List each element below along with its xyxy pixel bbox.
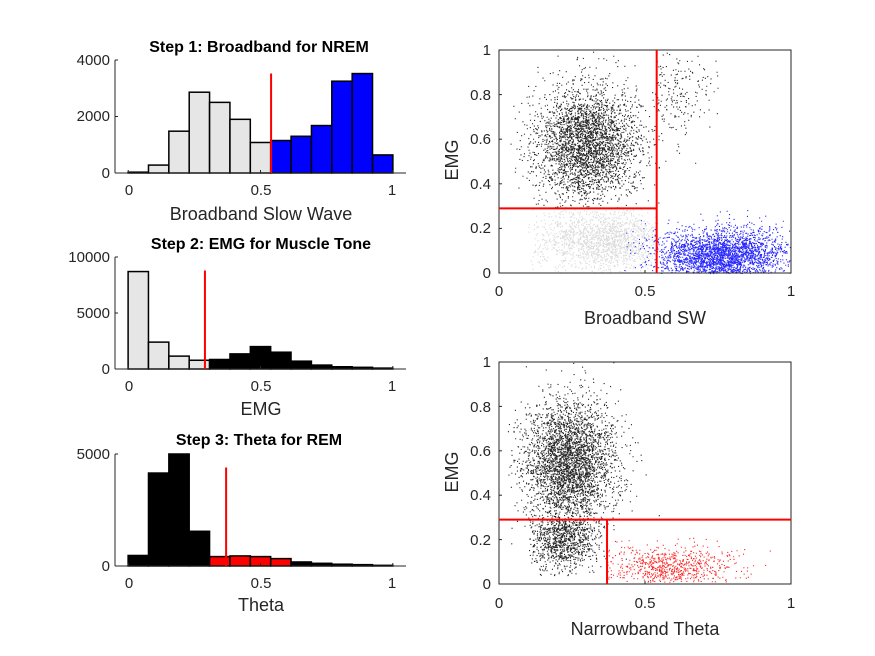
histogram-bar — [290, 135, 313, 174]
x-axis-label: Broadband Slow Wave — [170, 204, 352, 224]
ytick-label: 5000 — [77, 446, 110, 463]
ytick-label: 0.8 — [470, 87, 491, 104]
x-axis-label: Broadband SW — [584, 308, 706, 328]
x-axis-label: EMG — [240, 399, 281, 419]
histogram-bar — [269, 351, 292, 370]
histogram-step3: Step 3: Theta for REM 0 5000 0 0.5 1 The… — [77, 432, 406, 615]
histogram-step2: Step 2: EMG for Muscle Tone 0 5000 10000… — [68, 236, 406, 419]
histogram-bar — [188, 530, 211, 567]
histogram-bar — [290, 360, 313, 370]
xtick-label: 1 — [388, 182, 396, 199]
y-axis-label: EMG — [442, 451, 462, 492]
scatter-points — [607, 537, 771, 583]
histogram-bar — [269, 557, 292, 567]
xtick-label: 0 — [495, 283, 503, 300]
xtick-label: 0 — [125, 378, 133, 395]
histogram-bar — [147, 341, 170, 370]
histogram-bar — [229, 555, 252, 567]
histogram-bar — [127, 270, 150, 370]
histogram-bar — [168, 355, 190, 370]
scatter-points — [507, 362, 660, 562]
scatter-points — [656, 52, 719, 164]
histogram-bar — [188, 91, 211, 174]
chart-title: Step 2: EMG for Muscle Tone — [151, 236, 371, 253]
chart-title: Step 1: Broadband for NREM — [149, 39, 369, 56]
xtick-label: 0.5 — [251, 575, 272, 592]
ytick-label: 0 — [483, 576, 491, 593]
xtick-label: 0.5 — [251, 182, 272, 199]
histogram-bar — [229, 118, 252, 174]
ytick-label: 0.2 — [470, 532, 491, 549]
histogram-bar — [168, 453, 190, 567]
ytick-label: 0 — [483, 265, 491, 282]
histogram-bar — [249, 345, 272, 370]
histogram-bar — [147, 164, 170, 174]
histogram-bar — [331, 80, 353, 174]
ytick-label: 0.6 — [470, 131, 491, 148]
ytick-label: 1 — [483, 354, 491, 371]
histogram-bar — [269, 139, 292, 174]
ytick-label: 0.4 — [470, 487, 491, 504]
x-axis-label: Narrowband Theta — [571, 619, 721, 639]
xtick-label: 0 — [125, 575, 133, 592]
ytick-label: 1 — [483, 42, 491, 59]
histogram-bar — [168, 130, 190, 174]
scatter-points — [529, 519, 609, 577]
y-axis-label: EMG — [442, 139, 462, 180]
scatter-broadband-vs-emg: 0 0.2 0.4 0.6 0.8 1 0 0.5 1 Broadband SW… — [442, 42, 795, 328]
ytick-label: 0.8 — [470, 399, 491, 416]
scatter-points — [510, 51, 673, 210]
histogram-bar — [310, 124, 333, 174]
histogram-bar — [147, 472, 170, 567]
histogram-bar — [310, 364, 333, 370]
xtick-label: 1 — [787, 595, 795, 612]
xtick-label: 0 — [495, 595, 503, 612]
xtick-label: 0.5 — [635, 595, 656, 612]
ytick-label: 5000 — [77, 305, 110, 322]
histogram-bar — [229, 353, 252, 370]
histogram-bar — [188, 359, 211, 370]
xtick-label: 1 — [787, 283, 795, 300]
histogram-bar — [127, 554, 150, 567]
ytick-label: 0 — [102, 165, 110, 182]
xtick-label: 0.5 — [251, 378, 272, 395]
ytick-label: 0 — [102, 558, 110, 575]
ytick-label: 0.6 — [470, 443, 491, 460]
histogram-step1: Step 1: Broadband for NREM 0 2000 4000 0… — [77, 39, 406, 224]
scatter-points — [528, 208, 658, 275]
ytick-label: 4000 — [77, 52, 110, 69]
histogram-bar — [208, 358, 231, 370]
xtick-label: 0 — [125, 182, 133, 199]
ytick-label: 0.4 — [470, 176, 491, 193]
ytick-label: 10000 — [68, 249, 110, 266]
histogram-bar — [208, 101, 231, 174]
xtick-label: 1 — [388, 378, 396, 395]
histogram-bar — [249, 141, 272, 174]
scatter-theta-vs-emg: 0 0.2 0.4 0.6 0.8 1 0 0.5 1 Narrowband T… — [442, 354, 795, 639]
xtick-label: 1 — [388, 575, 396, 592]
histogram-bar — [290, 561, 313, 567]
chart-title: Step 3: Theta for REM — [176, 432, 342, 449]
xtick-label: 0.5 — [635, 283, 656, 300]
scatter-points — [624, 210, 791, 275]
x-axis-label: Theta — [238, 595, 285, 615]
ytick-label: 0 — [102, 361, 110, 378]
histogram-bar — [351, 72, 374, 174]
histogram-bar — [371, 154, 394, 174]
ytick-label: 0.2 — [470, 220, 491, 237]
ytick-label: 2000 — [77, 108, 110, 125]
